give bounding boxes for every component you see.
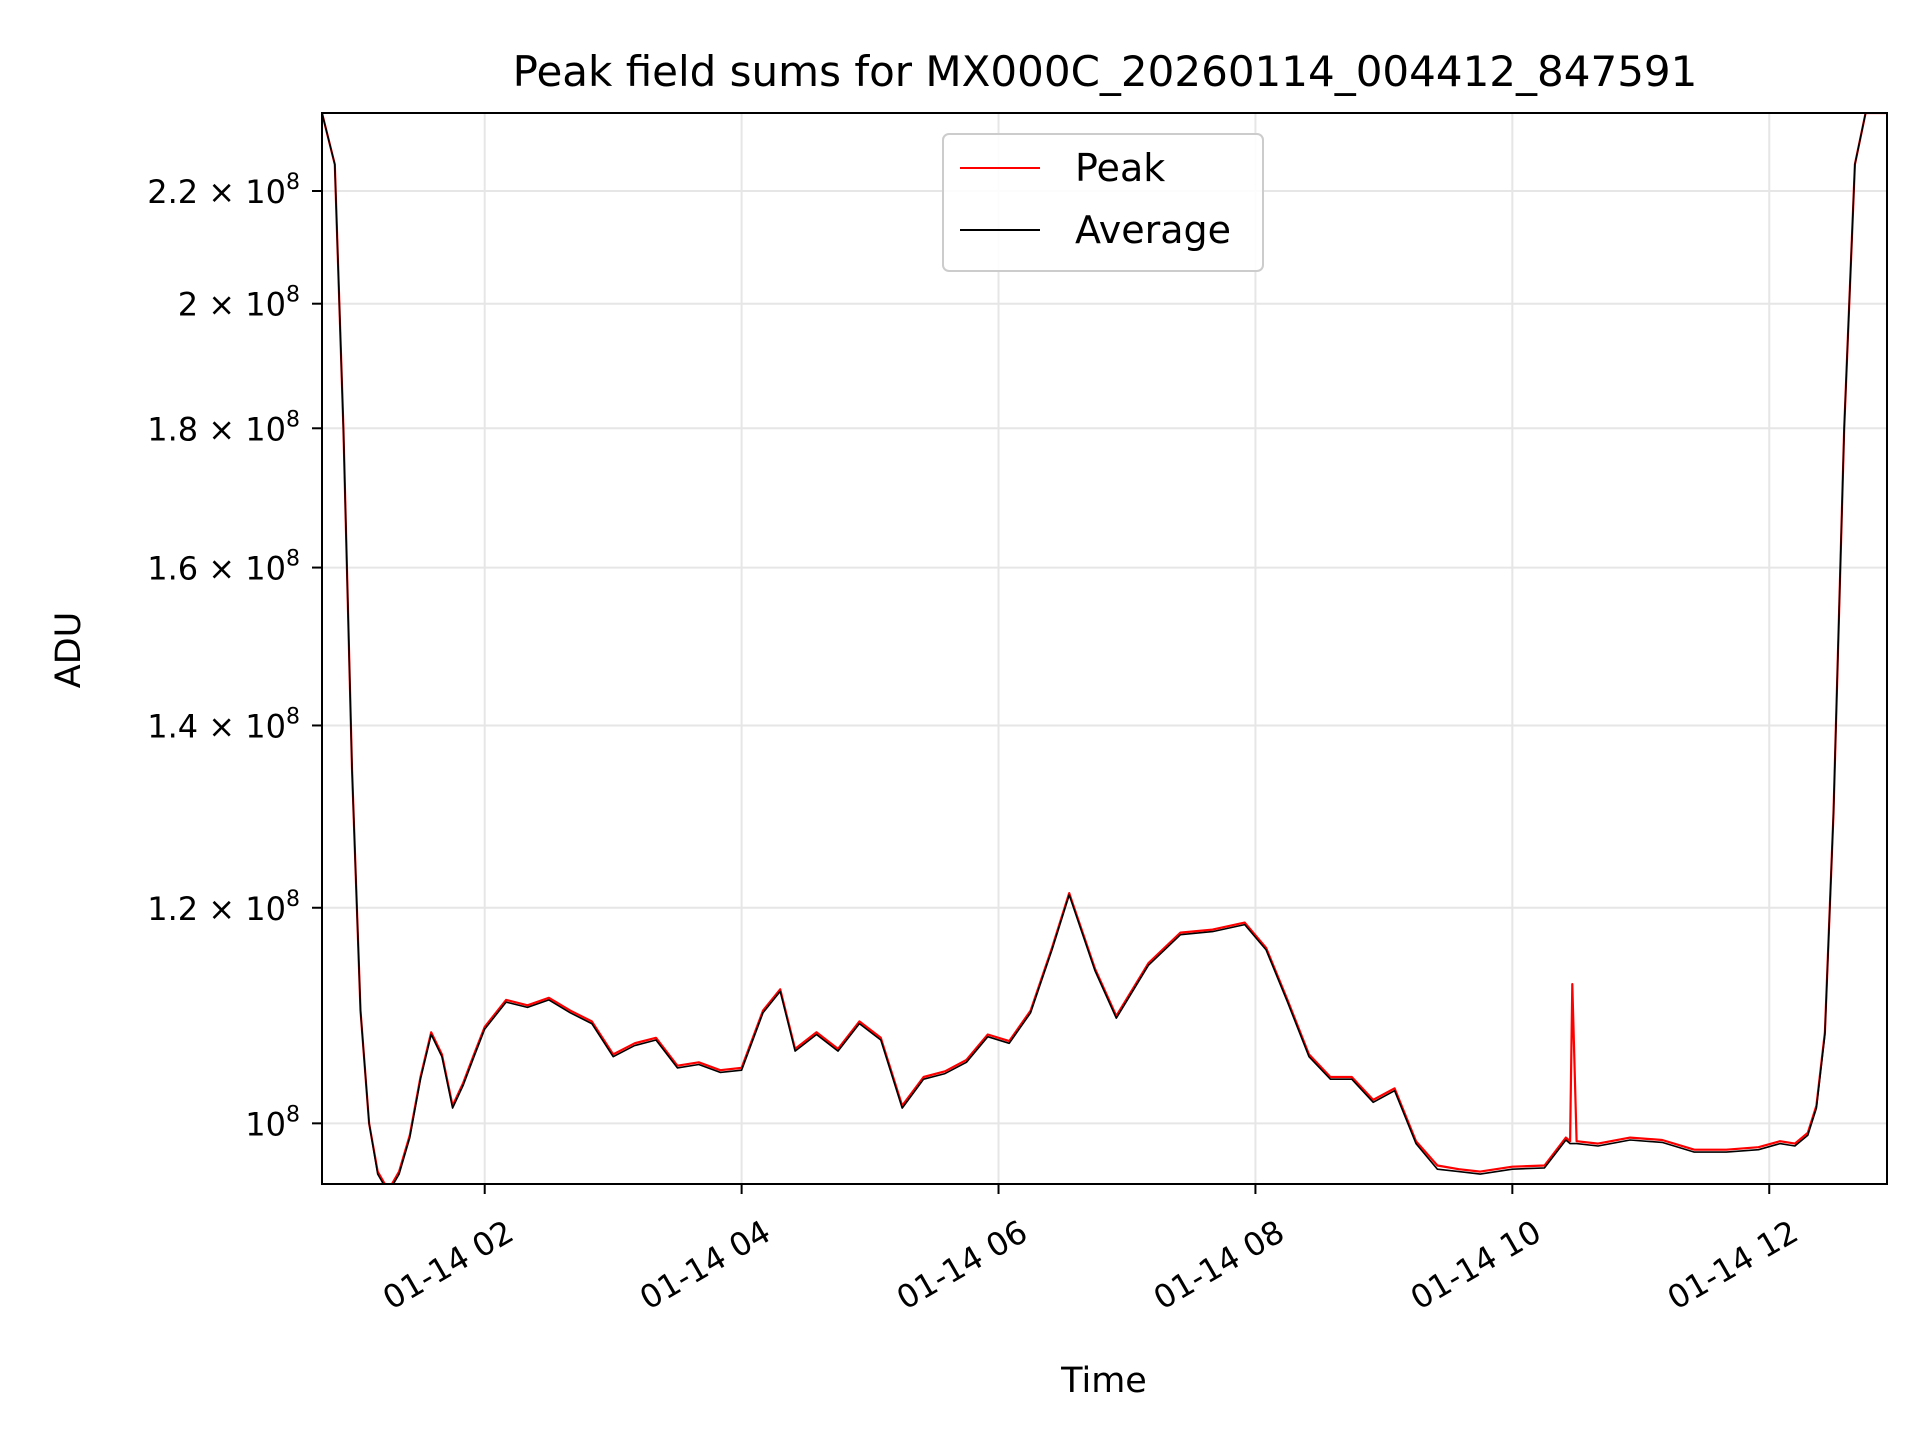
y-tick-label: 2 × 108 bbox=[178, 283, 300, 324]
legend-peak-label: Peak bbox=[1075, 146, 1165, 190]
x-axis-title: Time bbox=[1060, 1361, 1147, 1401]
y-tick-label: 1.6 × 108 bbox=[147, 547, 300, 588]
y-tick-label: 1.4 × 108 bbox=[147, 704, 300, 745]
y-tick-label: 1.2 × 108 bbox=[147, 887, 300, 928]
series-line-average bbox=[322, 113, 1887, 1184]
legend-average-label: Average bbox=[1075, 208, 1231, 252]
y-axis-title: ADU bbox=[49, 612, 89, 689]
y-tick-label: 108 bbox=[245, 1102, 300, 1143]
chart-title: Peak field sums for MX000C_20260114_0044… bbox=[513, 47, 1698, 96]
series-lines bbox=[322, 113, 1887, 1184]
plot-frame bbox=[321, 112, 1888, 1185]
series-line-peak bbox=[322, 113, 1887, 1184]
legend: Peak Average bbox=[942, 133, 1264, 272]
y-axis: 108 1.2 × 108 1.4 × 108 1.6 × 108 1.8 × 108 2… bbox=[147, 170, 322, 1143]
y-tick-label: 2.2 × 108 bbox=[147, 170, 300, 211]
grid bbox=[322, 113, 1887, 1184]
y-tick-label: 1.8 × 108 bbox=[147, 407, 300, 448]
